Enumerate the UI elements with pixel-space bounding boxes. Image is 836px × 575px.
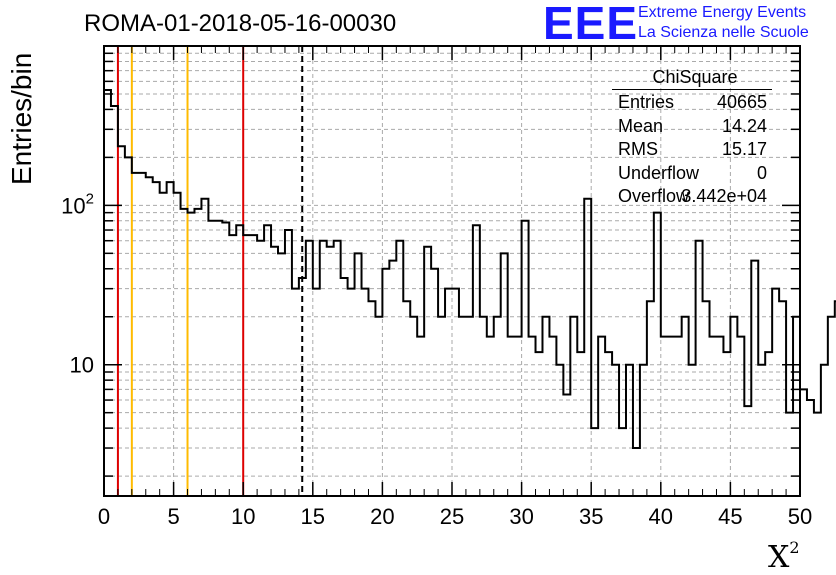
x-tick-label: 5 bbox=[167, 504, 179, 529]
y-tick-labels: 10 102 bbox=[61, 190, 94, 377]
eee-logo: EEE bbox=[543, 0, 639, 49]
logo-subtitle-2: La Scienza nelle Scuole bbox=[638, 24, 809, 41]
stats-row-underflow: Underflow 0 bbox=[612, 163, 772, 187]
stats-title: ChiSquare bbox=[612, 67, 772, 90]
stats-key: Mean bbox=[618, 115, 664, 136]
stats-box: ChiSquare Entries 40665 Mean 14.24 RMS 15.1… bbox=[612, 67, 772, 210]
y-tick-label: 102 bbox=[61, 190, 94, 218]
stats-row-rms: RMS 15.17 bbox=[612, 139, 772, 163]
stats-value: 14.24 bbox=[721, 115, 767, 136]
x-tick-label: 45 bbox=[718, 504, 742, 529]
stats-key: RMS bbox=[618, 139, 658, 159]
x-axis-label-base: X bbox=[768, 540, 790, 575]
y-axis-label: Entries/bin bbox=[6, 52, 37, 185]
histogram-line bbox=[104, 88, 836, 450]
stats-value: 3.442e+04 bbox=[681, 186, 767, 206]
x-tick-label: 15 bbox=[301, 504, 325, 529]
stats-key: Overflow bbox=[618, 186, 690, 206]
stats-row-mean: Mean 14.24 bbox=[612, 116, 772, 140]
x-tick-label: 0 bbox=[98, 504, 110, 529]
x-tick-label: 10 bbox=[231, 504, 255, 529]
stats-key: Entries bbox=[618, 92, 675, 112]
x-tick-label: 50 bbox=[788, 504, 812, 529]
x-tick-label: 35 bbox=[579, 504, 603, 529]
x-tick-label: 20 bbox=[370, 504, 394, 529]
x-tick-label: 25 bbox=[440, 504, 464, 529]
stats-row-entries: Entries 40665 bbox=[612, 92, 772, 116]
stats-value: 40665 bbox=[716, 92, 767, 112]
stats-value: 15.17 bbox=[721, 139, 767, 159]
logo-subtitle-1: Extreme Energy Events bbox=[638, 4, 807, 21]
stats-key: Underflow bbox=[618, 162, 700, 183]
axis-ticks bbox=[103, 46, 801, 496]
x-axis-label: X2 bbox=[768, 538, 800, 575]
x-tick-label: 40 bbox=[649, 504, 673, 529]
stats-value: 0 bbox=[756, 162, 767, 183]
chart-title: ROMA-01-2018-05-16-00030 bbox=[84, 10, 397, 37]
y-tick-label: 10 bbox=[70, 353, 94, 378]
x-tick-label: 30 bbox=[509, 504, 533, 529]
x-axis-label-exponent: 2 bbox=[789, 538, 800, 557]
x-tick-labels: 0 5 10 15 20 25 30 35 40 45 50 bbox=[98, 504, 812, 529]
stats-row-overflow: Overflow 3.442e+04 bbox=[612, 186, 772, 210]
